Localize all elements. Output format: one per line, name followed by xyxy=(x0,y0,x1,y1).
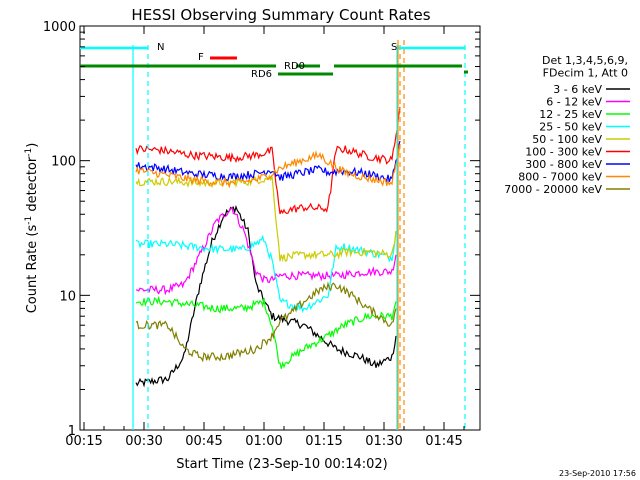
legend-label-8: 7000 - 20000 keV xyxy=(504,183,602,196)
x-tick-label-4: 01:15 xyxy=(305,434,342,449)
y-tick-label-3: 1000 xyxy=(43,20,76,35)
series-line-3 xyxy=(135,231,397,314)
flag-label-0: F xyxy=(198,52,204,63)
plot-area: N S F RD0 RD6 xyxy=(79,25,481,431)
x-tick-label-1: 00:30 xyxy=(125,434,162,449)
series-line-4 xyxy=(135,174,397,263)
series-line-5 xyxy=(135,107,401,215)
legend-label-5: 100 - 300 keV xyxy=(525,146,602,159)
series-line-1 xyxy=(135,206,397,296)
y-axis-label-sup1: -1 xyxy=(24,216,34,225)
legend: Det 1,3,4,5,6,9,FDecim 1, Att 0 3 - 6 keV… xyxy=(504,54,630,196)
flag-label-1: RD0 xyxy=(284,61,305,72)
x-tick-label-3: 01:00 xyxy=(245,434,282,449)
x-axis-label: Start Time (23-Sep-10 00:14:02) xyxy=(176,457,387,472)
legend-label-4: 50 - 100 keV xyxy=(532,133,602,146)
timestamp: 23-Sep-2010 17:56 xyxy=(559,469,636,478)
y-axis-label-sup2: -1 xyxy=(24,148,34,157)
y-axis-label-mid: detector xyxy=(25,156,40,216)
legend-header-0: Det 1,3,4,5,6,9, xyxy=(542,54,628,67)
legend-label-3: 25 - 50 keV xyxy=(539,121,602,134)
y-axis: 1 10 100 1000 xyxy=(43,20,480,439)
orbit-marker-label-0: N xyxy=(157,42,164,53)
legend-header-1: FDecim 1, Att 0 xyxy=(543,67,628,80)
legend-label-6: 300 - 800 keV xyxy=(525,158,602,171)
flag-label-2: RD6 xyxy=(251,69,272,80)
y-axis-label: Count Rate (s-1 detector-1) xyxy=(24,143,40,314)
x-tick-label-2: 00:45 xyxy=(185,434,222,449)
legend-label-7: 800 - 7000 keV xyxy=(518,171,602,184)
y-tick-label-0: 1 xyxy=(68,424,76,439)
legend-label-0: 3 - 6 keV xyxy=(553,83,602,96)
legend-label-2: 12 - 25 keV xyxy=(539,108,602,121)
x-tick-label-5: 01:30 xyxy=(365,434,402,449)
y-axis-label-end: ) xyxy=(25,143,40,148)
plot-frame xyxy=(79,25,481,431)
series-line-6 xyxy=(135,140,401,183)
y-tick-label-2: 100 xyxy=(51,155,76,170)
chart-title: HESSI Observing Summary Count Rates xyxy=(131,6,430,24)
y-axis-label-main: Count Rate (s xyxy=(25,225,40,314)
x-tick-label-0: 00:15 xyxy=(65,434,102,449)
x-tick-label-6: 01:45 xyxy=(425,434,462,449)
series-line-8 xyxy=(135,281,397,363)
series-line-7 xyxy=(135,145,401,189)
legend-label-1: 6 - 12 keV xyxy=(546,96,602,109)
series-line-0 xyxy=(135,204,397,388)
series-line-2 xyxy=(135,295,397,369)
x-axis: 00:15 00:30 00:45 01:00 01:15 01:30 01:45 xyxy=(65,26,465,449)
y-tick-label-1: 10 xyxy=(59,289,76,304)
orbit-marker-label-1: S xyxy=(391,42,397,53)
